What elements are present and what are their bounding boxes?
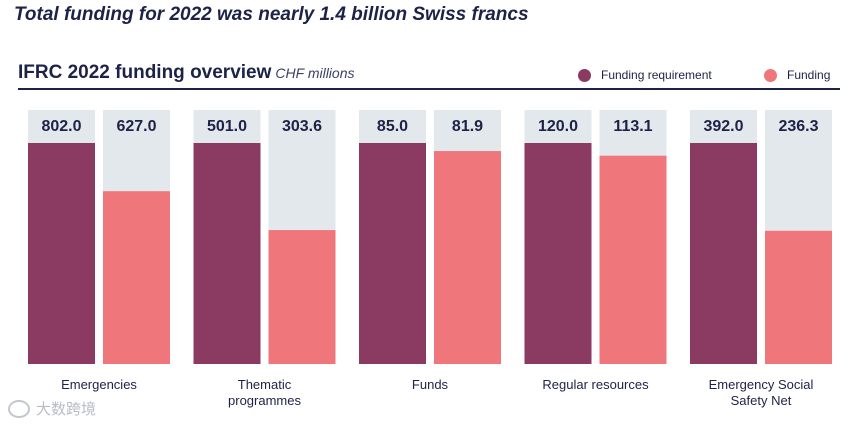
bar-requirement-4 — [524, 143, 592, 364]
category-label-2-line-1: Thematic — [238, 377, 292, 392]
bar-requirement-1 — [28, 143, 95, 364]
legend-label-funding: Funding — [787, 68, 831, 82]
chart-subtitle: CHF millions — [275, 65, 355, 81]
legend-label-requirement: Funding requirement — [601, 68, 712, 82]
value-label-funding-4: 113.1 — [613, 118, 652, 135]
value-label-funding-1: 627.0 — [116, 118, 156, 135]
legend-item-funding: Funding — [764, 68, 830, 82]
value-label-requirement-4: 120.0 — [538, 118, 578, 135]
category-label-3: Funds — [412, 377, 449, 392]
bar-requirement-2 — [193, 143, 261, 364]
value-label-funding-2: 303.6 — [282, 118, 322, 135]
category-label-1: Emergencies — [61, 377, 137, 392]
legend-swatch-requirement — [578, 68, 591, 82]
chart-title-text: IFRC 2022 funding overview — [18, 62, 272, 83]
watermark-text: 大数跨境 — [36, 401, 97, 418]
category-label-5-line-1: Emergency Social — [709, 377, 814, 392]
category-label-5-line-2: Safety Net — [731, 393, 792, 408]
page-headline: Total funding for 2022 was nearly 1.4 bi… — [14, 4, 529, 25]
value-label-requirement-5: 392.0 — [703, 118, 743, 135]
watermark-logo-icon — [8, 399, 30, 418]
chart-title: IFRC 2022 funding overview CHF millions — [18, 62, 355, 84]
bar-funding-5 — [765, 230, 832, 364]
value-label-requirement-2: 501.0 — [207, 118, 247, 135]
watermark: 大数跨境 — [8, 398, 96, 419]
bar-funding-2 — [268, 230, 336, 364]
bar-funding-1 — [103, 191, 170, 364]
category-label-4: Regular resources — [542, 377, 649, 392]
bar-funding-4 — [599, 155, 667, 364]
bar-requirement-3 — [359, 143, 426, 364]
title-divider — [18, 88, 840, 90]
value-label-funding-5: 236.3 — [778, 118, 818, 135]
legend-swatch-funding — [764, 68, 777, 82]
bar-requirement-5 — [690, 143, 757, 364]
value-label-requirement-3: 85.0 — [377, 118, 408, 135]
legend-item-requirement: Funding requirement — [578, 68, 712, 82]
value-label-funding-3: 81.9 — [452, 118, 483, 135]
category-label-2-line-2: programmes — [228, 393, 301, 408]
value-label-requirement-1: 802.0 — [41, 118, 81, 135]
bar-funding-3 — [434, 151, 501, 364]
